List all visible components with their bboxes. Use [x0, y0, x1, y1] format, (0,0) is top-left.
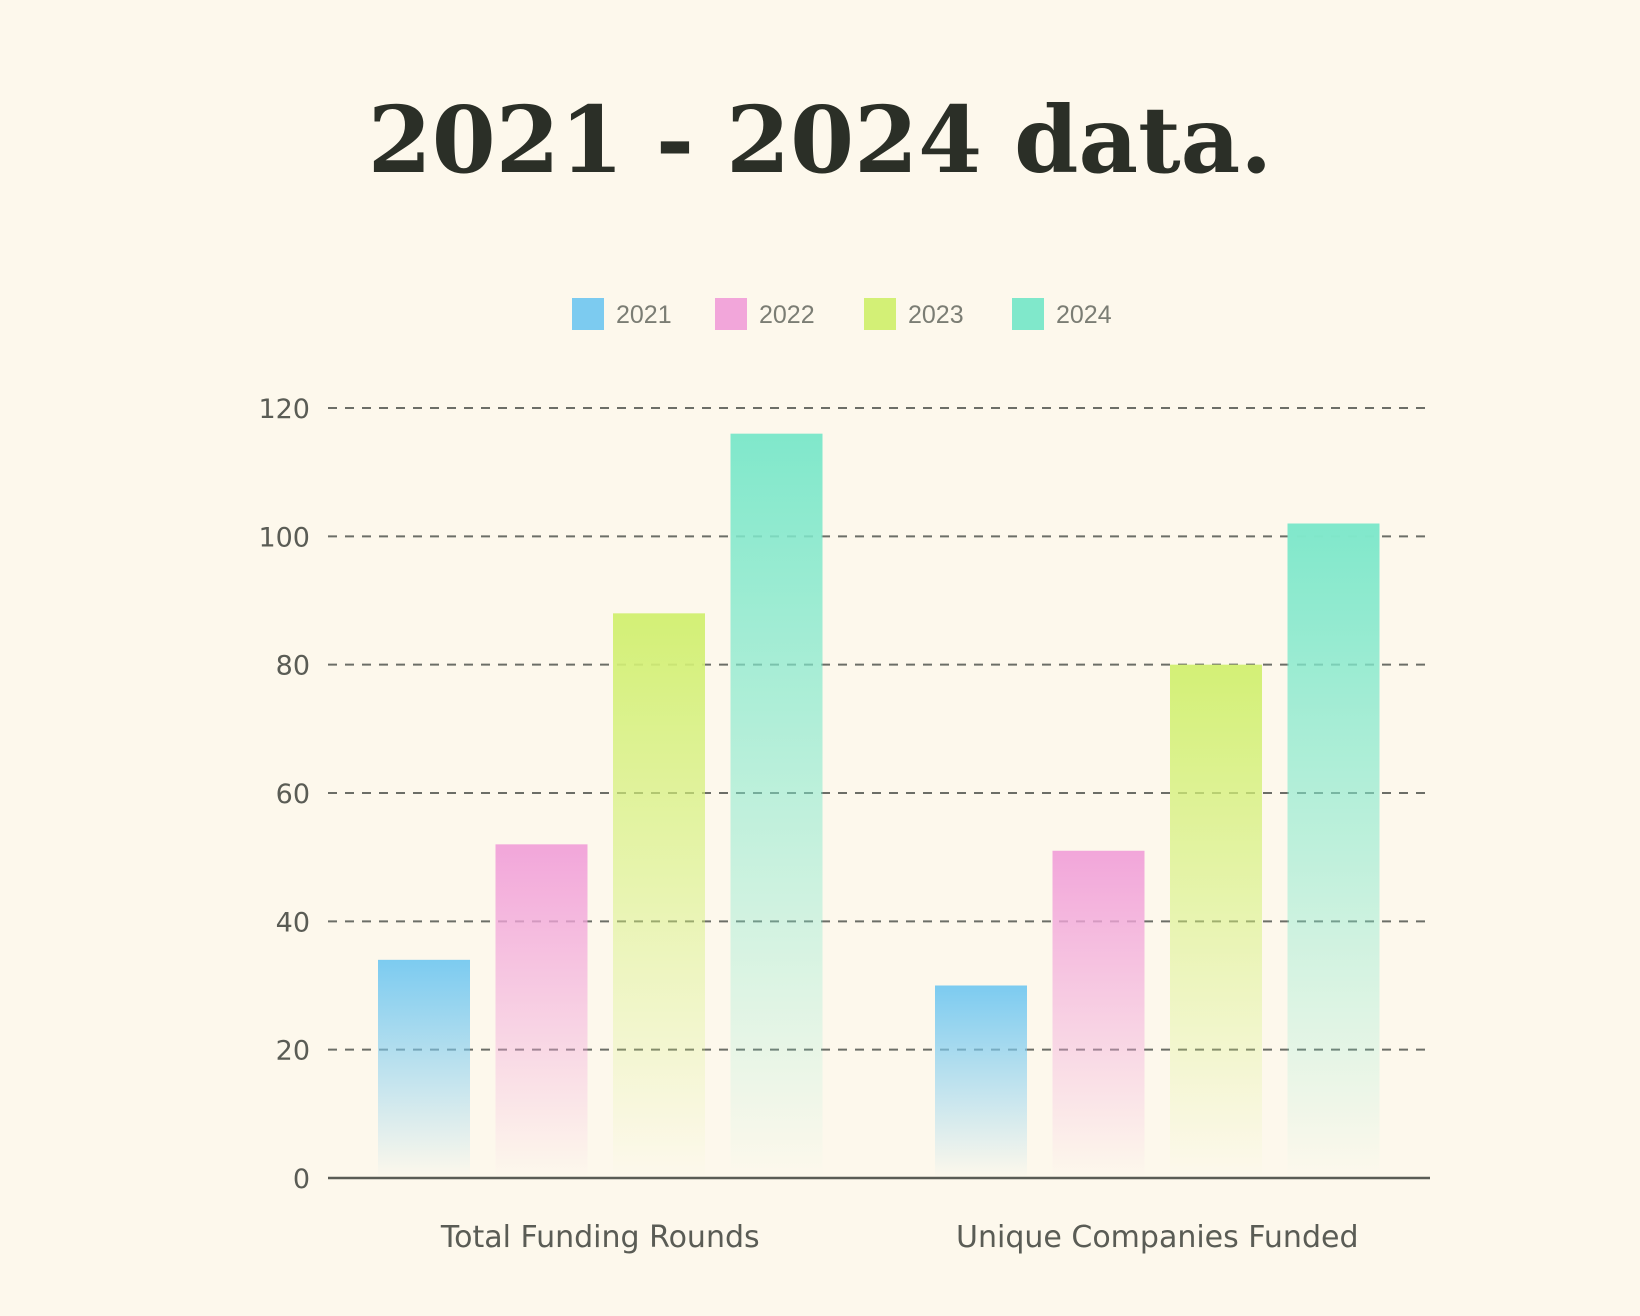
grid: 0 20 40 60 80 100 120	[258, 394, 1430, 1195]
legend-swatch-2023	[864, 298, 896, 330]
y-tick-label-100: 100	[258, 522, 310, 553]
x-category-label-1: Unique Companies Funded	[956, 1220, 1358, 1255]
legend-swatch-2024	[1012, 298, 1044, 330]
legend-label-2021: 2021	[616, 301, 672, 329]
y-tick-label-120: 120	[258, 394, 310, 425]
x-category-label-0: Total Funding Rounds	[440, 1220, 760, 1255]
y-tick-label-80: 80	[276, 651, 310, 682]
bar-unique-companies-funded-2021	[935, 985, 1027, 1178]
legend-label-2022: 2022	[759, 301, 815, 329]
legend-label-2024: 2024	[1056, 301, 1112, 329]
legend: 2021 2022 2023 2024	[572, 298, 1112, 330]
legend-swatch-2022	[715, 298, 747, 330]
bar-total-funding-rounds-2021	[378, 959, 470, 1178]
bar-unique-companies-funded-2022	[1052, 850, 1145, 1178]
y-tick-label-0: 0	[293, 1164, 310, 1195]
bar-unique-companies-funded-2024	[1287, 523, 1380, 1178]
y-tick-label-20: 20	[276, 1036, 310, 1067]
y-tick-label-60: 60	[276, 779, 310, 810]
bar-total-funding-rounds-2023	[613, 613, 705, 1178]
bar-total-funding-rounds-2022	[495, 844, 588, 1178]
bar-total-funding-rounds-2024	[730, 433, 823, 1179]
chart-title: 2021 - 2024 data.	[368, 86, 1272, 194]
bars: Total Funding Rounds Unique Companies Fun…	[378, 433, 1380, 1255]
legend-label-2023: 2023	[908, 301, 964, 329]
legend-swatch-2021	[572, 298, 604, 330]
y-tick-label-40: 40	[276, 907, 310, 938]
bar-unique-companies-funded-2023	[1170, 664, 1262, 1178]
